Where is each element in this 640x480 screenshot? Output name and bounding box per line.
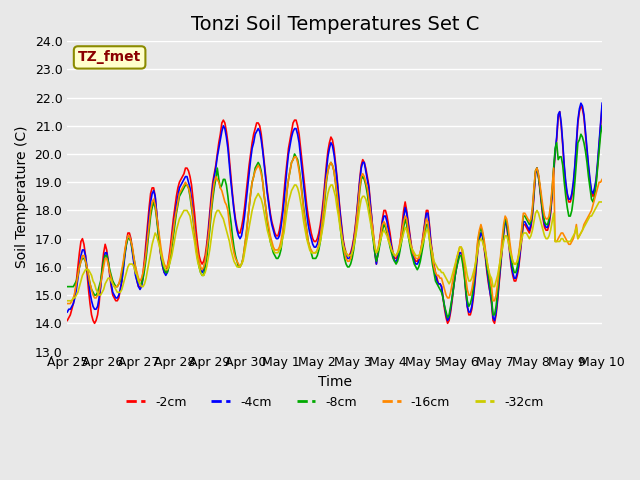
-32cm [132,270,140,276]
-16cm [291,154,298,160]
-8cm [132,264,140,270]
-4cm [586,177,594,182]
-2cm [577,103,585,109]
-16cm [140,270,147,276]
-16cm [559,230,566,236]
-16cm [230,250,238,256]
Line: -2cm: -2cm [67,106,602,324]
-4cm [559,140,566,145]
Legend: -2cm, -4cm, -8cm, -16cm, -32cm: -2cm, -4cm, -8cm, -16cm, -32cm [121,391,548,414]
-16cm [218,188,226,193]
-8cm [218,182,226,188]
-4cm [230,207,238,213]
Line: -8cm: -8cm [67,126,602,318]
-16cm [585,213,593,219]
-2cm [586,180,594,185]
-2cm [63,318,71,324]
-32cm [63,298,71,304]
-16cm [132,264,140,270]
-4cm [63,309,71,315]
-16cm [598,177,606,182]
-4cm [444,318,451,324]
Line: -32cm: -32cm [67,185,602,301]
-8cm [585,174,593,180]
-32cm [559,236,566,241]
Line: -4cm: -4cm [67,103,602,321]
Y-axis label: Soil Temperature (C): Soil Temperature (C) [15,125,29,267]
-2cm [220,117,227,123]
Title: Tonzi Soil Temperatures Set C: Tonzi Soil Temperatures Set C [191,15,479,34]
-2cm [91,321,99,326]
-32cm [140,284,147,289]
-8cm [444,315,451,321]
-32cm [218,213,226,219]
-32cm [598,199,606,205]
-32cm [291,182,298,188]
-4cm [132,273,140,278]
-2cm [232,216,239,222]
-8cm [230,244,238,250]
-2cm [559,143,566,148]
Line: -16cm: -16cm [67,157,602,303]
-2cm [141,255,148,261]
-8cm [140,276,147,281]
-4cm [140,276,147,281]
-2cm [133,278,141,284]
-8cm [63,284,71,289]
-8cm [598,123,606,129]
-16cm [63,300,71,306]
-32cm [585,216,593,222]
-8cm [559,162,566,168]
-4cm [598,100,606,106]
-32cm [230,258,238,264]
Text: TZ_fmet: TZ_fmet [78,50,141,64]
-2cm [598,103,606,109]
X-axis label: Time: Time [317,375,352,389]
-4cm [577,100,585,106]
-4cm [218,129,226,134]
